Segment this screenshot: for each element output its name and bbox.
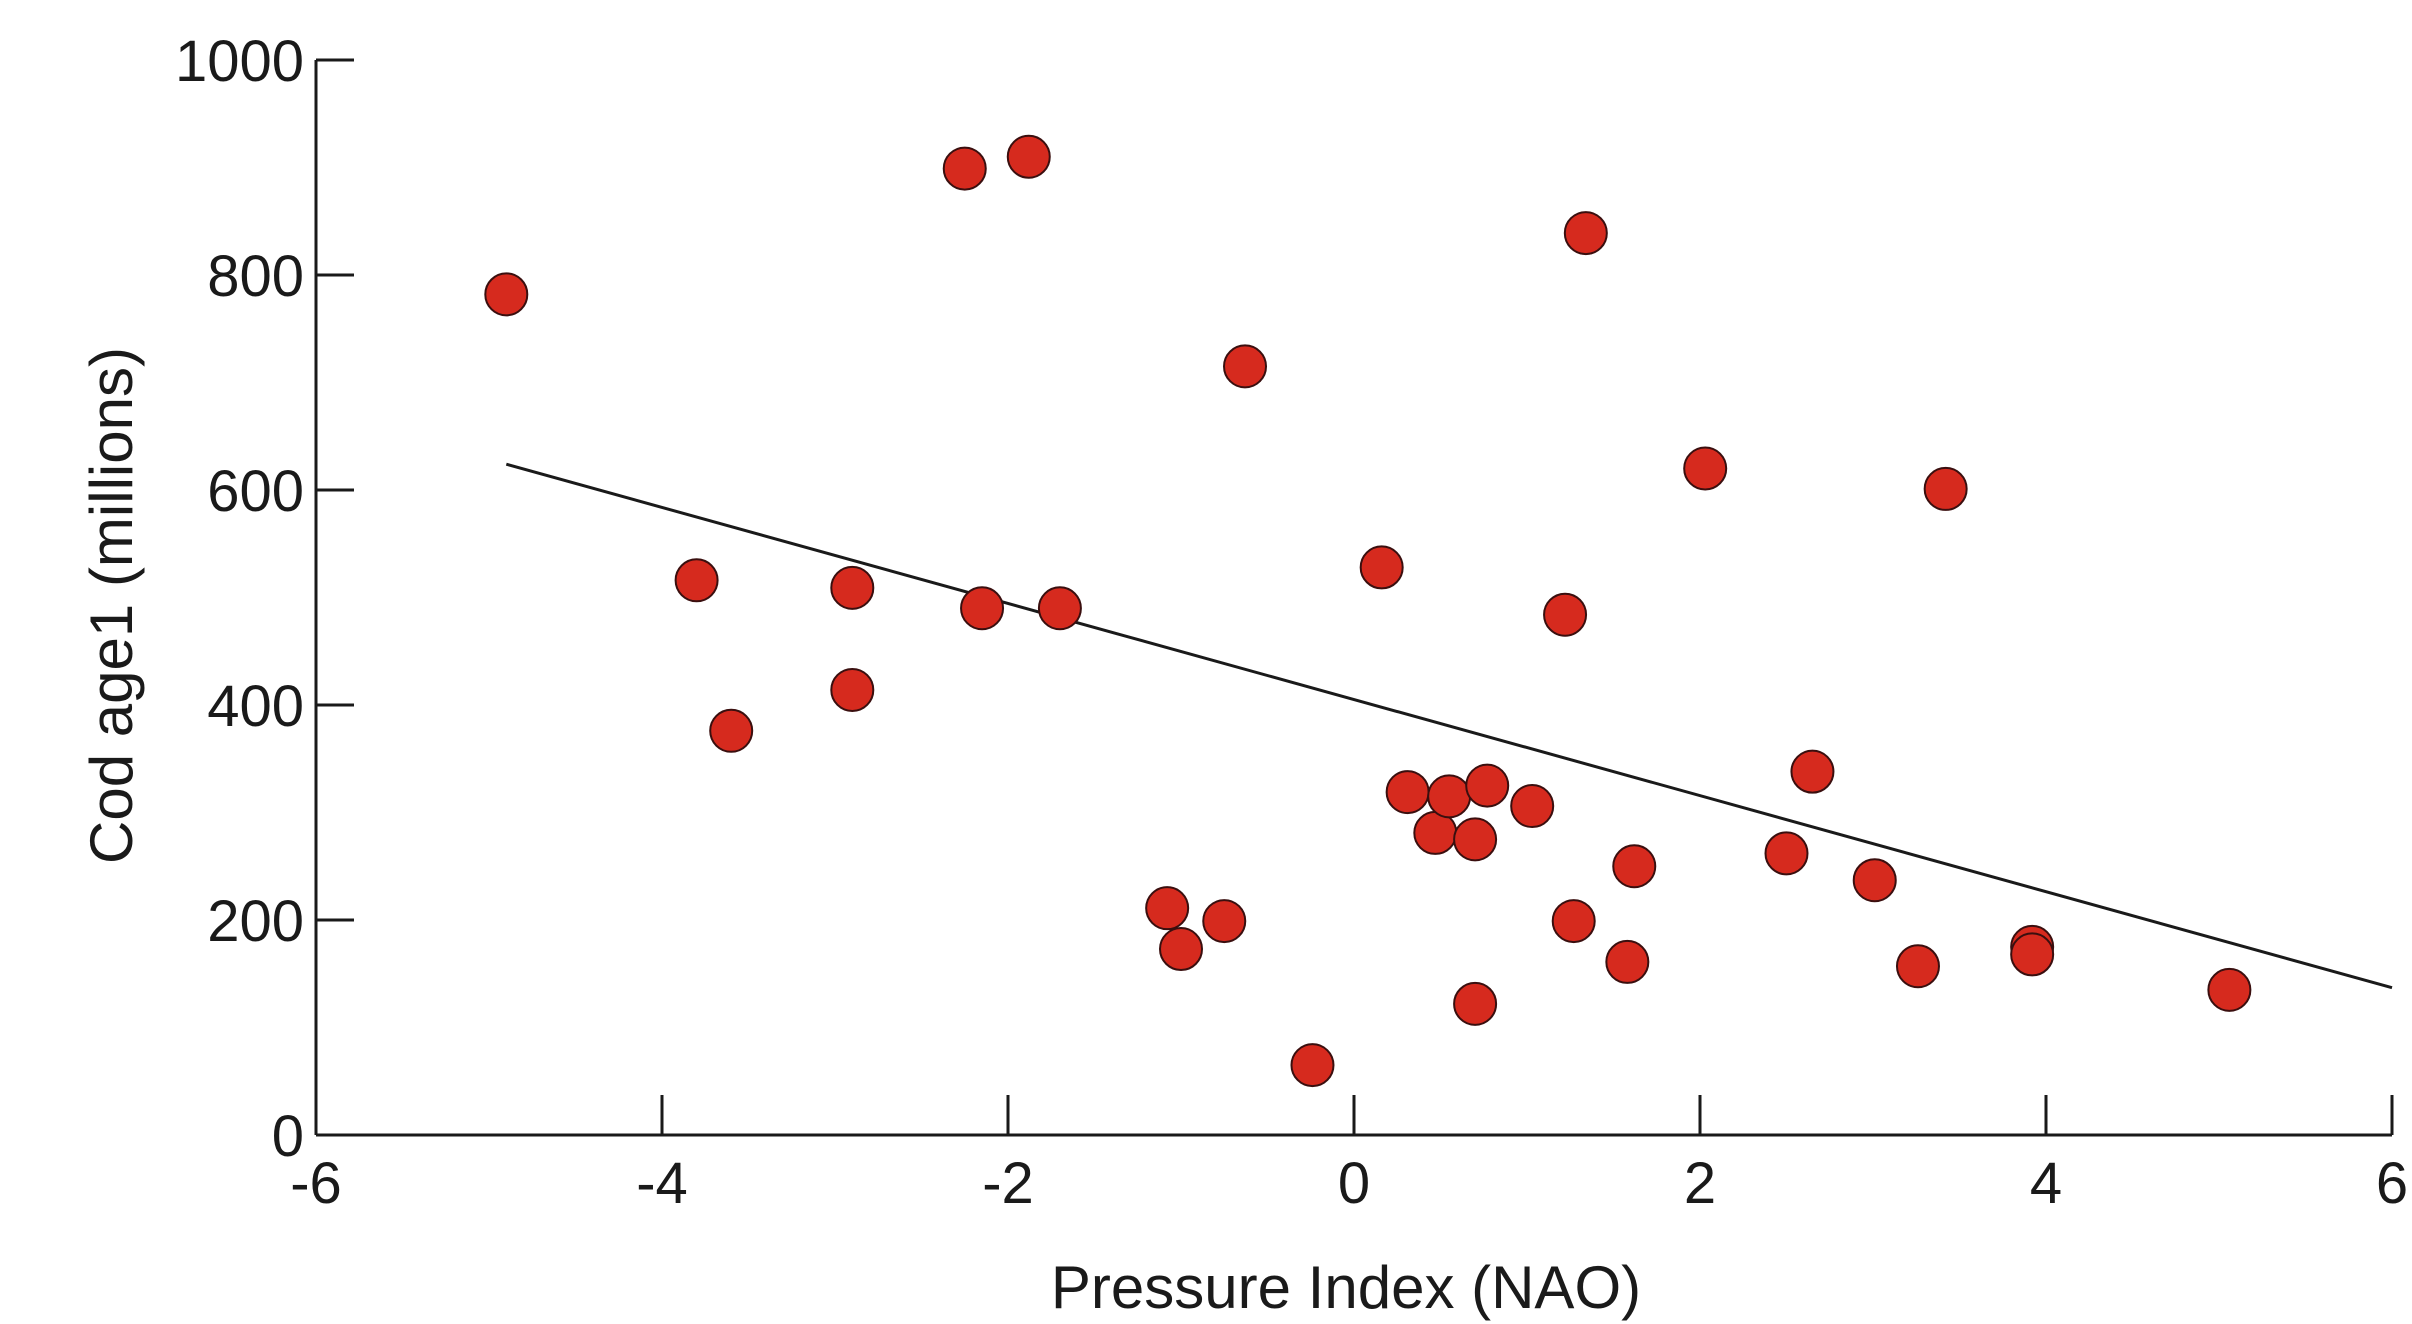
data-point [1223,344,1268,389]
data-point [830,565,875,610]
data-point [1563,211,1608,256]
data-point [674,558,719,603]
data-point [1359,545,1404,590]
data-point [1895,944,1940,989]
data-point [1159,927,1203,972]
y-tick-label: 600 [207,459,304,524]
y-axis-title-group: Cod age1 (millions) [78,347,145,864]
y-axis-title: Cod age1 (millions) [78,347,145,864]
data-point [1764,831,1809,876]
y-tick-label: 400 [207,674,304,739]
data-point [1790,749,1835,794]
data-point [942,146,987,191]
data-point [1683,446,1728,491]
points-layer [484,134,2252,1088]
data-point [1852,858,1897,903]
data-point [1290,1043,1335,1088]
y-tick-label: 1000 [175,29,304,94]
x-tick-label: 2 [1684,1151,1716,1216]
x-tick-label: -6 [290,1151,342,1216]
data-point [1202,899,1247,944]
data-point [1453,817,1498,862]
y-tick-label: 0 [272,1104,304,1169]
data-point [1923,466,1968,511]
data-point [709,708,754,753]
data-point [1145,886,1190,931]
trend-line [505,462,2393,990]
data-point [1385,770,1430,815]
x-tick-label: -4 [636,1151,688,1216]
data-point [1510,784,1555,829]
y-tick-label: 800 [207,244,304,309]
y-tick-label: 200 [207,889,304,954]
axes: 0 200 400 600 800 1000 -6 -4 -2 0 2 4 6 [175,29,2408,1216]
x-tick-label: 6 [2376,1151,2408,1216]
x-axis-title: Pressure Index (NAO) [1051,1254,1641,1321]
data-point [1551,899,1596,944]
data-point [1612,844,1657,889]
data-point [2207,967,2252,1012]
data-point [960,586,1005,631]
data-point [2010,932,2055,977]
x-tick-label: 0 [1338,1151,1370,1216]
data-point [1465,763,1510,808]
data-point [1006,134,1051,179]
trend-layer [505,462,2393,990]
x-tick-label: 4 [2030,1151,2062,1216]
data-point [1453,981,1498,1026]
data-point [1037,586,1082,631]
x-tick-label: -2 [982,1151,1034,1216]
data-point [1543,592,1588,637]
data-point [484,272,529,317]
data-point [1605,939,1650,984]
data-point [1427,774,1472,819]
data-point [830,667,875,712]
